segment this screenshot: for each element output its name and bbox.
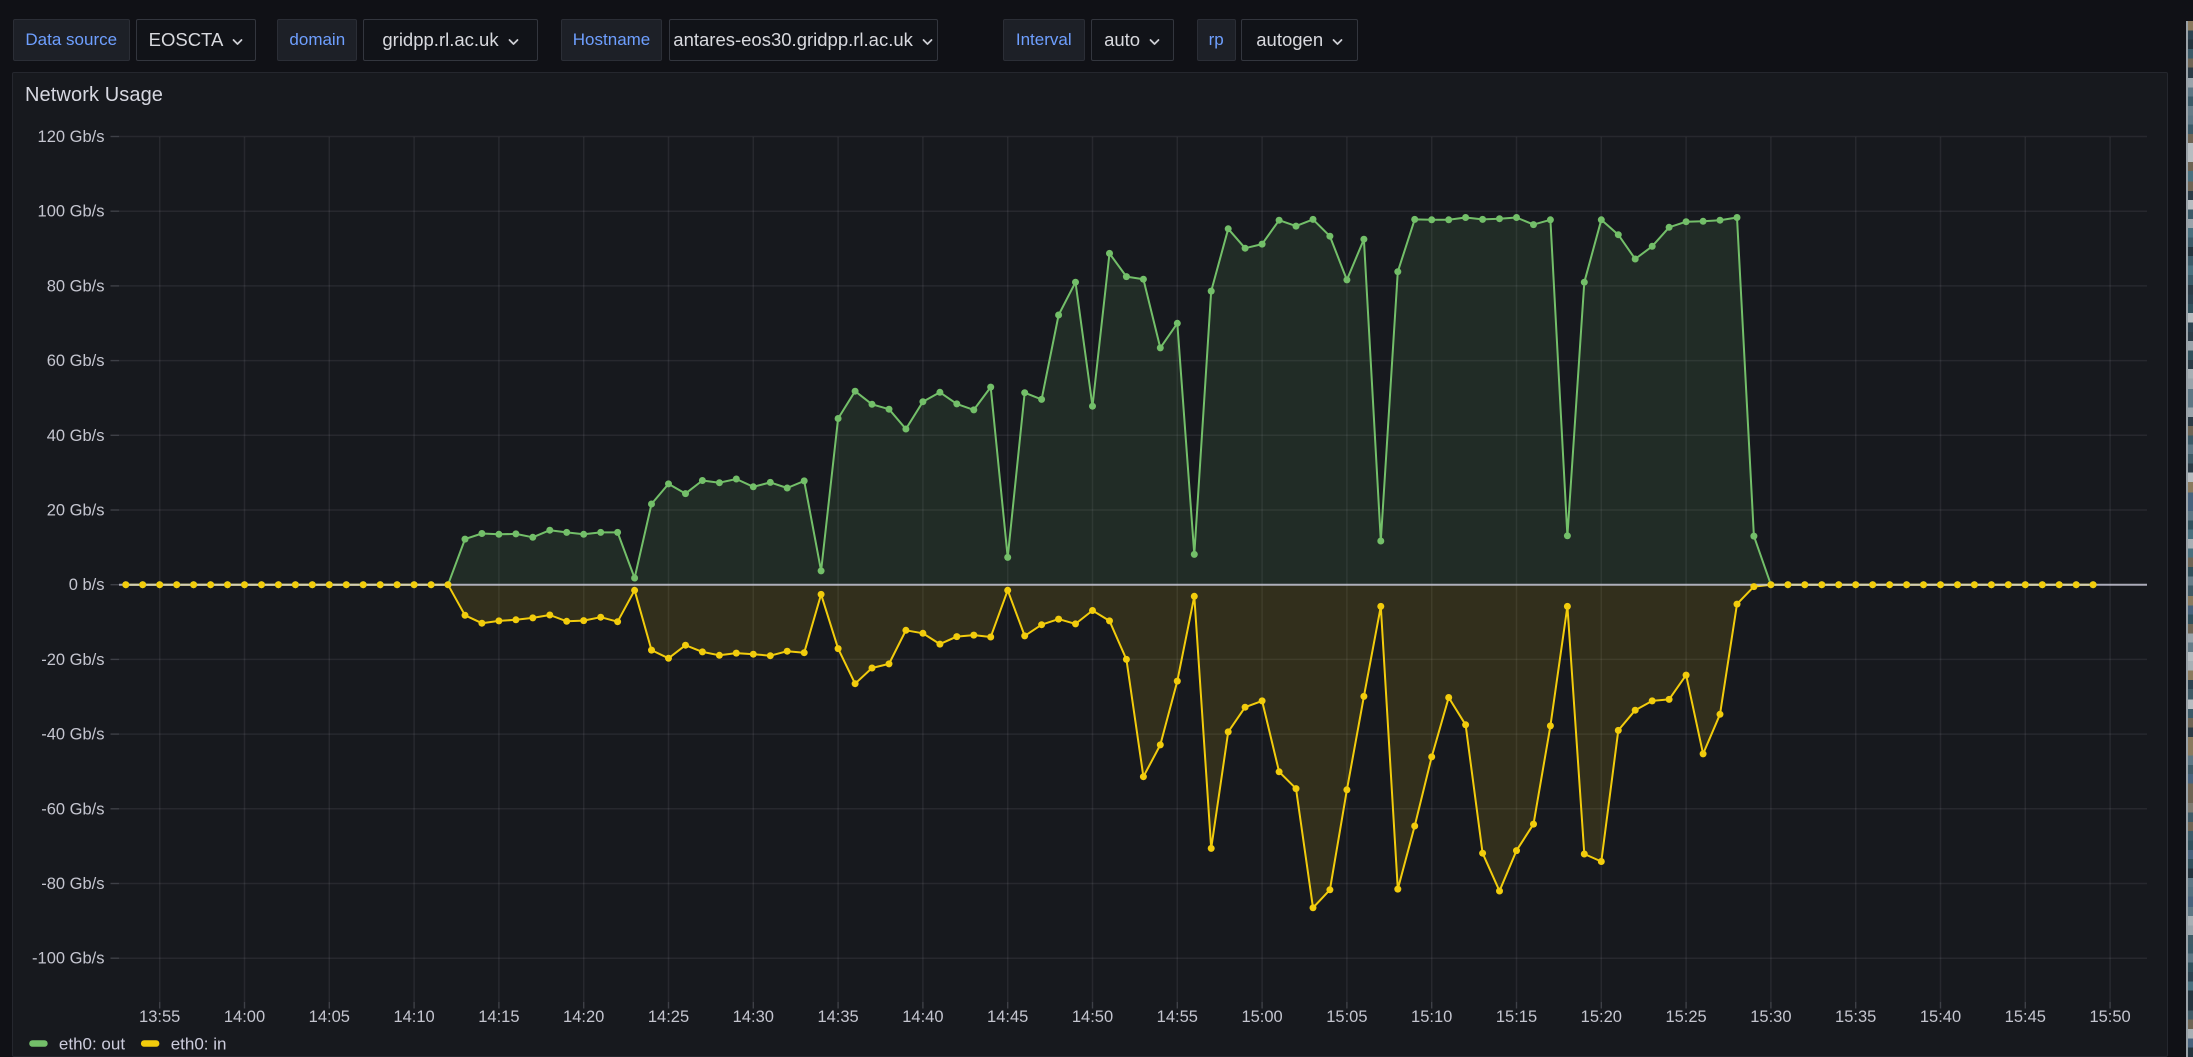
svg-text:15:40: 15:40 <box>1920 1008 1961 1026</box>
svg-text:-20 Gb/s: -20 Gb/s <box>41 651 104 669</box>
svg-text:14:50: 14:50 <box>1072 1008 1113 1026</box>
svg-text:14:35: 14:35 <box>817 1008 858 1026</box>
svg-text:15:10: 15:10 <box>1411 1008 1452 1026</box>
svg-text:15:35: 15:35 <box>1835 1008 1876 1026</box>
svg-text:-40 Gb/s: -40 Gb/s <box>41 726 104 744</box>
svg-text:14:15: 14:15 <box>478 1008 519 1026</box>
svg-text:eth0: in: eth0: in <box>171 1035 227 1054</box>
svg-text:60 Gb/s: 60 Gb/s <box>47 352 105 370</box>
svg-text:14:10: 14:10 <box>393 1008 434 1026</box>
svg-text:80 Gb/s: 80 Gb/s <box>47 277 105 295</box>
svg-text:14:55: 14:55 <box>1157 1008 1198 1026</box>
svg-text:15:30: 15:30 <box>1750 1008 1791 1026</box>
svg-text:eth0: out: eth0: out <box>59 1035 125 1054</box>
svg-text:14:25: 14:25 <box>648 1008 689 1026</box>
svg-text:13:55: 13:55 <box>139 1008 180 1026</box>
svg-text:14:20: 14:20 <box>563 1008 604 1026</box>
svg-text:15:45: 15:45 <box>2005 1008 2046 1026</box>
svg-text:15:20: 15:20 <box>1581 1008 1622 1026</box>
svg-text:15:25: 15:25 <box>1665 1008 1706 1026</box>
svg-text:-80 Gb/s: -80 Gb/s <box>41 875 104 893</box>
svg-text:40 Gb/s: 40 Gb/s <box>47 427 105 445</box>
svg-text:14:45: 14:45 <box>987 1008 1028 1026</box>
svg-text:15:00: 15:00 <box>1241 1008 1282 1026</box>
svg-text:14:30: 14:30 <box>733 1008 774 1026</box>
svg-text:120 Gb/s: 120 Gb/s <box>38 128 105 146</box>
svg-text:0 b/s: 0 b/s <box>69 576 105 594</box>
svg-text:15:15: 15:15 <box>1496 1008 1537 1026</box>
svg-text:20 Gb/s: 20 Gb/s <box>47 502 105 520</box>
svg-text:15:05: 15:05 <box>1326 1008 1367 1026</box>
svg-text:-100 Gb/s: -100 Gb/s <box>32 950 104 968</box>
svg-text:-60 Gb/s: -60 Gb/s <box>41 800 104 818</box>
svg-text:14:40: 14:40 <box>902 1008 943 1026</box>
svg-text:15:50: 15:50 <box>2089 1008 2130 1026</box>
svg-text:100 Gb/s: 100 Gb/s <box>38 203 105 221</box>
svg-text:14:00: 14:00 <box>224 1008 265 1026</box>
svg-text:14:05: 14:05 <box>309 1008 350 1026</box>
